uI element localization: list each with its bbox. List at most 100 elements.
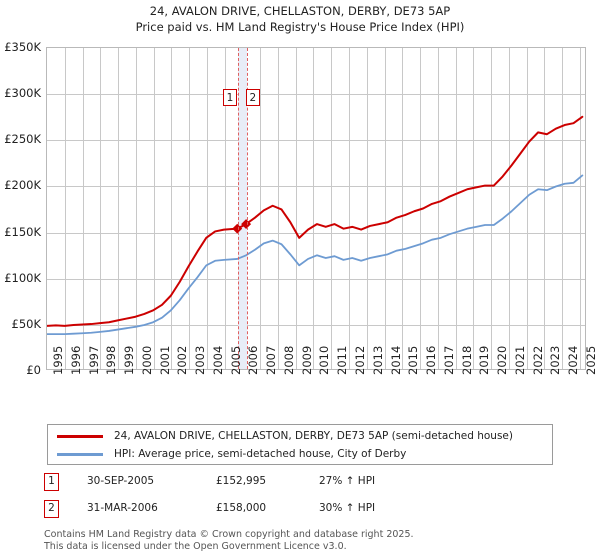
x-tick-label: 2024 <box>566 345 581 375</box>
legend-label-property: 24, AVALON DRIVE, CHELLASTON, DERBY, DE7… <box>114 430 513 442</box>
legend-swatch-property <box>57 434 103 438</box>
title-line-1: 24, AVALON DRIVE, CHELLASTON, DERBY, DE7… <box>149 4 451 18</box>
gridline-vertical <box>544 48 546 369</box>
gridline-vertical <box>171 48 173 369</box>
x-tick-label: 2009 <box>299 345 314 375</box>
x-tick-label: 2022 <box>530 345 545 375</box>
x-tick-label: 2016 <box>424 345 439 375</box>
x-tick-label: 2011 <box>335 345 350 375</box>
x-tick-label: 1999 <box>122 345 137 375</box>
y-axis-ticks: £0 £50K £100K £150K £200K £250K £300K £350K <box>0 0 46 560</box>
gridline-vertical <box>579 48 581 369</box>
legend-item-hpi: HPI: Average price, semi-detached house,… <box>48 444 406 464</box>
x-tick-label: 2025 <box>583 345 598 375</box>
page-title: 24, AVALON DRIVE, CHELLASTON, DERBY, DE7… <box>0 3 600 35</box>
x-tick-label: 2002 <box>175 345 190 375</box>
sales-table: 1 30-SEP-2005 £152,995 27% ↑ HPI 2 31-MA… <box>44 472 474 526</box>
x-tick-label: 2017 <box>441 345 456 375</box>
gridline-vertical <box>526 48 528 369</box>
gridline-horizontal <box>47 140 585 142</box>
x-tick-label: 2000 <box>139 345 154 375</box>
gridline-vertical <box>402 48 404 369</box>
sale-date: 31-MAR-2006 <box>87 502 158 514</box>
x-tick-label: 2020 <box>495 345 510 375</box>
x-tick-label: 2001 <box>157 345 172 375</box>
sale-highlight-band <box>237 48 247 369</box>
sale-index-marker: 2 <box>245 89 260 106</box>
x-tick-label: 2019 <box>477 345 492 375</box>
gridline-vertical <box>455 48 457 369</box>
x-tick-label: 2007 <box>264 345 279 375</box>
gridline-vertical <box>135 48 137 369</box>
footer-attribution: Contains HM Land Registry data © Crown c… <box>44 529 584 553</box>
y-tick-label: £150K <box>4 224 41 239</box>
hpi-average-line <box>47 175 582 334</box>
sale-vline <box>237 48 240 369</box>
sale-price: £158,000 <box>216 502 267 514</box>
x-tick-label: 2018 <box>459 345 474 375</box>
y-tick-label: £50K <box>11 316 42 331</box>
x-tick-label: 2008 <box>281 345 296 375</box>
y-tick-label: £0 <box>26 363 41 377</box>
gridline-horizontal <box>47 232 585 234</box>
x-tick-label: 2023 <box>548 345 563 375</box>
gridline-vertical <box>437 48 439 369</box>
x-tick-label: 1998 <box>104 345 119 375</box>
gridline-vertical <box>224 48 226 369</box>
y-tick-label: £350K <box>4 40 41 54</box>
sale-price: £152,995 <box>216 475 267 487</box>
legend-item-property: 24, AVALON DRIVE, CHELLASTON, DERBY, DE7… <box>48 426 513 446</box>
x-tick-label: 2004 <box>210 345 225 375</box>
sale-point-diamond <box>232 223 243 234</box>
gridline-vertical <box>348 48 350 369</box>
sale-index-badge: 2 <box>44 500 59 518</box>
gridline-vertical <box>473 48 475 369</box>
gridline-vertical <box>384 48 386 369</box>
footer-line-1: Contains HM Land Registry data © Crown c… <box>44 529 414 540</box>
sale-index-marker: 1 <box>222 89 237 106</box>
gridline-vertical <box>366 48 368 369</box>
y-tick-label: £300K <box>4 86 41 101</box>
gridline-vertical <box>153 48 155 369</box>
gridline-vertical <box>118 48 120 369</box>
gridline-vertical <box>508 48 510 369</box>
table-row: 2 31-MAR-2006 £158,000 30% ↑ HPI <box>44 499 474 526</box>
sale-index-badge: 1 <box>44 473 59 491</box>
gridline-vertical <box>206 48 208 369</box>
gridline-horizontal <box>47 324 585 326</box>
gridline-vertical <box>313 48 315 369</box>
x-tick-label: 2021 <box>512 345 527 375</box>
chart-legend: 24, AVALON DRIVE, CHELLASTON, DERBY, DE7… <box>47 424 553 465</box>
x-tick-label: 2012 <box>352 345 367 375</box>
table-row: 1 30-SEP-2005 £152,995 27% ↑ HPI <box>44 472 474 499</box>
x-tick-label: 1997 <box>86 345 101 375</box>
x-tick-label: 2005 <box>228 345 243 375</box>
x-tick-label: 1996 <box>68 345 83 375</box>
sale-hpi-delta: 27% ↑ HPI <box>319 475 376 487</box>
gridline-vertical <box>100 48 102 369</box>
gridline-horizontal <box>47 186 585 188</box>
gridline-vertical <box>562 48 564 369</box>
property-price-line <box>47 117 582 326</box>
gridline-vertical <box>260 48 262 369</box>
gridline-horizontal <box>47 278 585 280</box>
sale-hpi-delta: 30% ↑ HPI <box>319 502 376 514</box>
gridline-vertical <box>64 48 66 369</box>
x-tick-label: 2015 <box>406 345 421 375</box>
x-tick-label: 2013 <box>370 345 385 375</box>
x-tick-label: 2014 <box>388 345 403 375</box>
y-tick-label: £250K <box>4 132 41 147</box>
gridline-vertical <box>82 48 84 369</box>
series-lines <box>47 48 585 369</box>
gridline-horizontal <box>47 94 585 96</box>
legend-label-hpi: HPI: Average price, semi-detached house,… <box>114 448 407 460</box>
gridline-vertical <box>331 48 333 369</box>
sale-date: 30-SEP-2005 <box>87 475 155 487</box>
title-line-2: Price paid vs. HM Land Registry's House … <box>135 20 465 34</box>
gridline-vertical <box>189 48 191 369</box>
legend-swatch-hpi <box>57 452 103 456</box>
y-tick-label: £100K <box>4 270 41 285</box>
footer-line-2: This data is licensed under the Open Gov… <box>44 541 347 552</box>
y-tick-label: £200K <box>4 178 41 193</box>
